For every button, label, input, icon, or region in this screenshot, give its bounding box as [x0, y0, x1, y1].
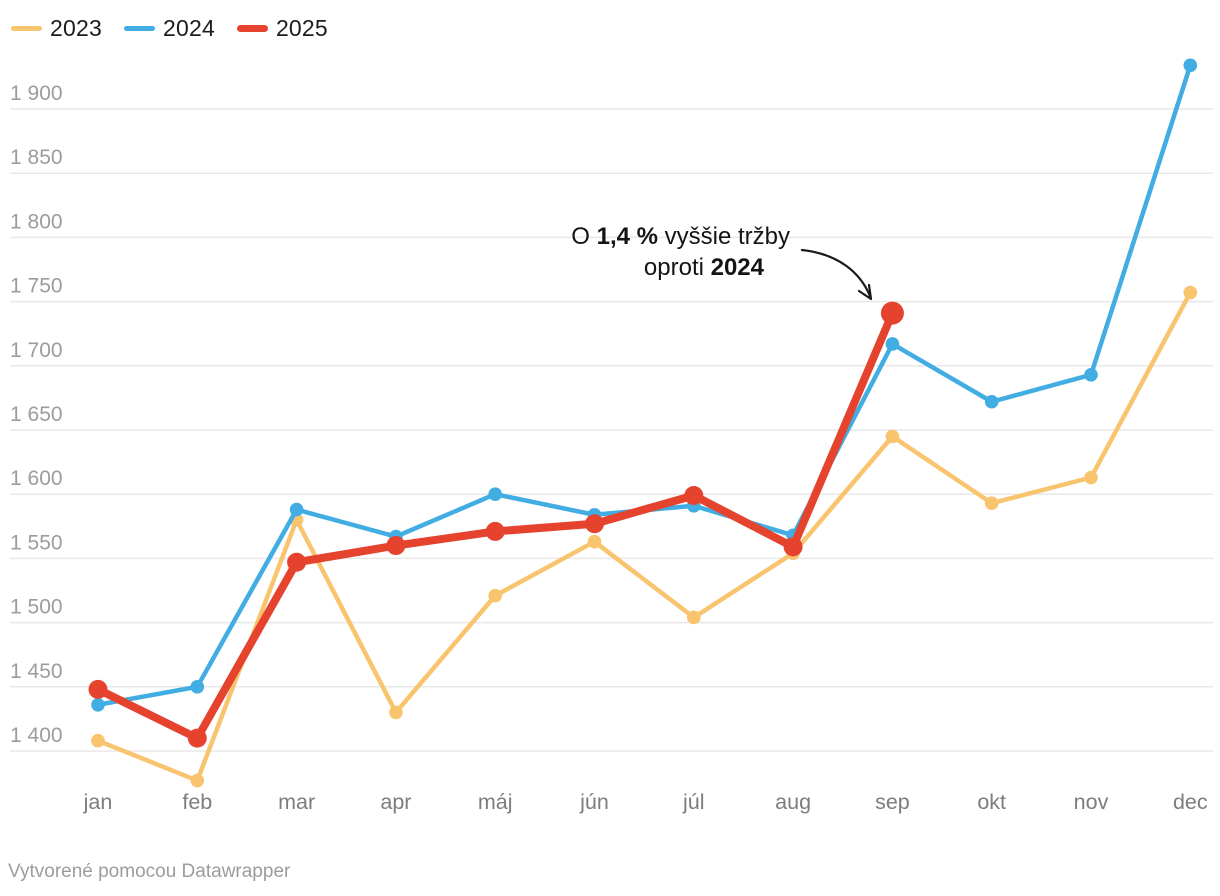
- data-point-2025-mar: [287, 552, 307, 572]
- y-tick-label-1850: 1 850: [10, 146, 63, 169]
- legend-label-2025: 2025: [275, 15, 328, 41]
- data-point-2024-jan: [91, 697, 105, 712]
- x-axis-label-feb: feb: [182, 790, 212, 814]
- x-axis-label-nov: nov: [1074, 790, 1109, 814]
- data-point-2024-dec: [1183, 58, 1198, 73]
- legend-label-2023: 2023: [50, 15, 102, 41]
- data-point-2025-sep: [880, 301, 904, 325]
- legend-label-2024: 2024: [162, 15, 215, 41]
- data-point-2023-dec: [1183, 285, 1198, 300]
- y-tick-label-1900: 1 900: [10, 82, 63, 105]
- data-point-2025-feb: [187, 728, 207, 748]
- data-point-2023-nov: [1084, 470, 1098, 485]
- x-axis-label-okt: okt: [977, 790, 1006, 814]
- data-point-2024-feb: [190, 680, 205, 694]
- data-point-2023-júl: [687, 610, 701, 625]
- data-point-2025-júl: [684, 485, 704, 505]
- y-tick-label-1750: 1 750: [10, 275, 63, 298]
- x-axis-label-máj: máj: [478, 790, 513, 814]
- legend: 2023 2024 2025: [11, 15, 350, 42]
- legend-item-2025: 2025: [236, 15, 328, 42]
- data-point-2025-jún: [585, 514, 604, 534]
- x-axis-label-jan: jan: [83, 790, 113, 814]
- x-axis-label-júl: júl: [682, 790, 705, 814]
- annotation-arrow: [800, 248, 872, 298]
- x-axis-label-mar: mar: [278, 790, 315, 814]
- line-chart-plot-area: 1 400 1 450 1 500 1 550 1 600 1 650 1 700 1 750…: [10, 58, 1213, 814]
- data-point-2024-nov: [1084, 367, 1098, 382]
- data-point-2023-feb: [190, 773, 205, 788]
- data-point-2023-jún: [587, 534, 602, 549]
- data-point-2024-mar: [289, 502, 304, 517]
- y-tick-label-1450: 1 450: [10, 660, 63, 683]
- data-point-2023-sep: [885, 429, 900, 444]
- series-line-2023: [95, 290, 1193, 783]
- y-tick-label-1400: 1 400: [10, 724, 63, 747]
- datawrapper-credit[interactable]: Vytvorené pomocou Datawrapper: [8, 861, 291, 882]
- y-tick-label-1500: 1 500: [10, 596, 63, 619]
- legend-swatch-2023: [11, 26, 42, 31]
- data-point-2025-apr: [386, 536, 406, 556]
- x-axis-label-jún: jún: [579, 790, 609, 814]
- annotation-arrowhead: [857, 283, 873, 301]
- y-tick-label-1550: 1 550: [10, 531, 63, 554]
- data-point-2025-aug: [783, 537, 803, 557]
- y-tick-label-1650: 1 650: [10, 403, 63, 426]
- data-point-2024-okt: [984, 394, 999, 409]
- y-tick-label-1600: 1 600: [10, 467, 63, 490]
- data-point-2024-máj: [488, 487, 503, 502]
- x-axis-label-sep: sep: [875, 790, 910, 814]
- legend-item-2024: 2024: [123, 15, 215, 42]
- y-tick-label-1700: 1 700: [10, 339, 63, 362]
- data-point-2023-jan: [91, 733, 105, 748]
- data-point-2023-apr: [389, 705, 403, 720]
- x-axis-label-apr: apr: [380, 790, 411, 814]
- data-point-2023-máj: [488, 588, 503, 603]
- legend-swatch-2025: [236, 25, 268, 32]
- data-point-2023-okt: [984, 496, 999, 510]
- y-tick-label-1800: 1 800: [10, 210, 63, 233]
- data-point-2024-sep: [885, 337, 900, 351]
- x-axis-label-dec: dec: [1173, 790, 1208, 814]
- data-point-2025-jan: [88, 679, 108, 699]
- legend-item-2023: 2023: [11, 15, 102, 42]
- legend-swatch-2024: [123, 26, 155, 31]
- data-point-2025-máj: [485, 521, 505, 541]
- x-axis-label-aug: aug: [775, 790, 811, 814]
